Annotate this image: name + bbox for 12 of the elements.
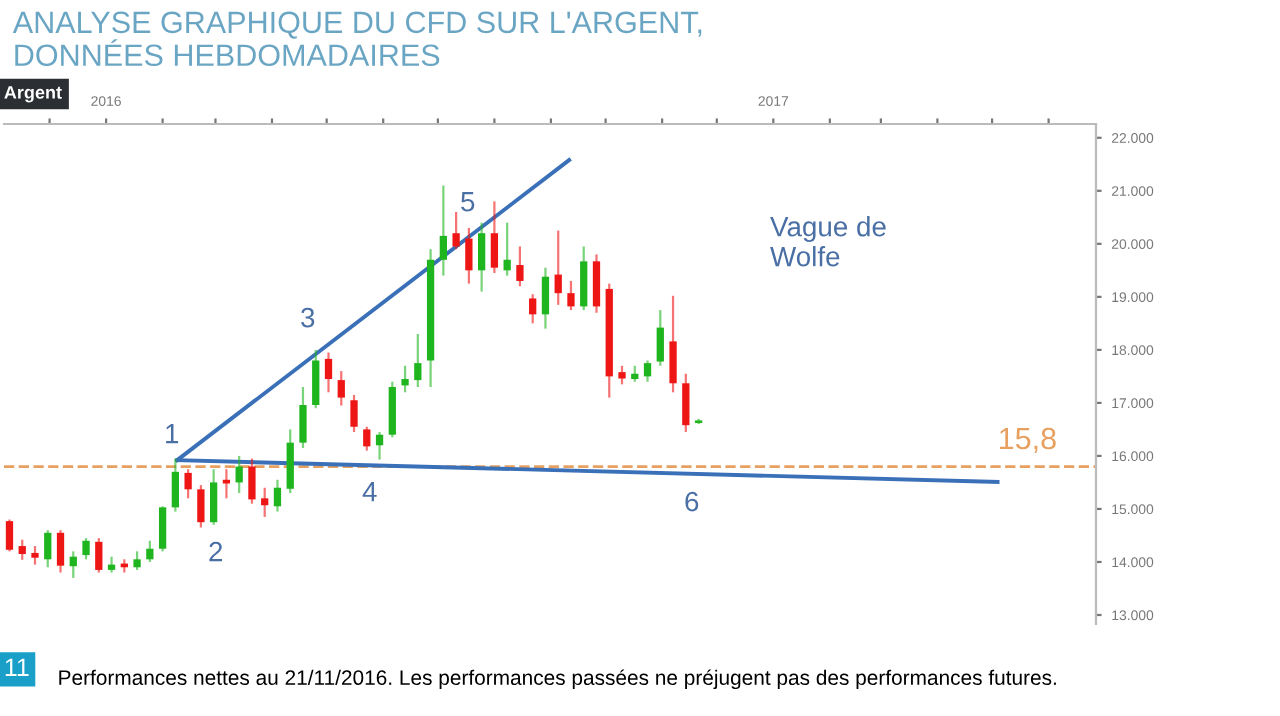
annotation: 1 [166,424,179,444]
chart-title: ANALYSE GRAPHIQUE DU CFD SUR L'ARGENT, DONNÉES HEBDOMADAIRES [12,11,702,67]
annotation: 3 [301,307,315,328]
chart-subtitle: Argent [4,86,62,103]
text: Performances nettes au 21/11/2016. Les performances passées ne préjugent pas des performances futures. [59,669,1056,690]
annotation: 5 [461,192,475,212]
text: 11 [5,658,29,676]
ref-line-label: 15,8 [999,427,1056,453]
annotation: 6 [685,491,699,512]
annotation: 4 [362,482,377,502]
annotation: 2 [209,541,223,562]
annotation: Vague de Wolfe [770,216,886,267]
